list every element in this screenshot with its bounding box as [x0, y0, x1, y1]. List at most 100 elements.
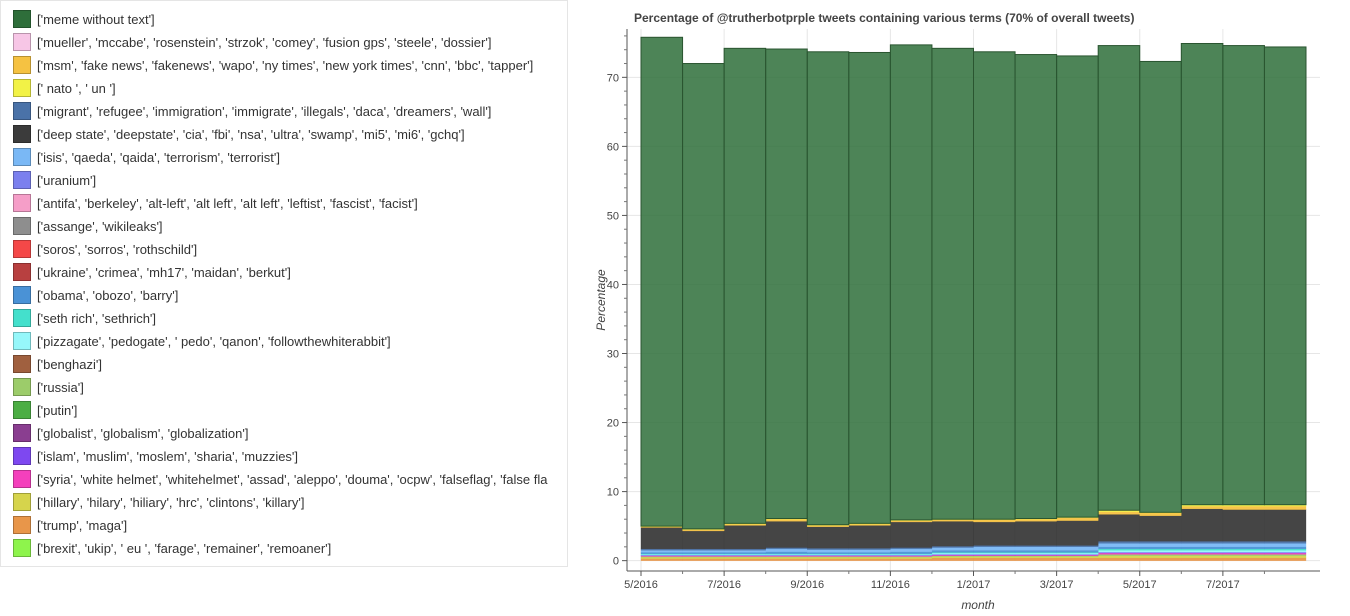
legend-label: ['ukraine', 'crimea', 'mh17', 'maidan', …	[37, 264, 291, 280]
bar-segment	[1139, 541, 1182, 544]
legend-swatch	[13, 102, 31, 120]
bar-segment	[1222, 541, 1265, 544]
legend-item: ['isis', 'qaeda', 'qaida', 'terrorism', …	[13, 147, 280, 167]
chart: Percentage of @trutherbotprple tweets co…	[594, 11, 1320, 612]
bar-segment	[931, 556, 974, 559]
bar-segment	[1097, 45, 1141, 511]
bar-segment	[1222, 555, 1265, 559]
y-tick-label: 50	[607, 210, 619, 222]
bar-segment	[1014, 552, 1057, 555]
legend-label: ['obama', 'obozo', 'barry']	[37, 287, 179, 303]
bar-segment	[848, 51, 891, 524]
bar-segment	[1222, 45, 1265, 506]
legend-swatch	[13, 263, 31, 281]
legend-label: ['meme without text']	[37, 11, 155, 27]
legend-swatch	[13, 10, 31, 28]
bar-segment	[723, 525, 766, 550]
bar-segment	[973, 557, 1016, 561]
bar-segment	[640, 552, 683, 554]
bar-segment	[890, 557, 933, 559]
bar-segment	[765, 547, 808, 550]
bar-segment	[848, 549, 891, 553]
bar-segment	[973, 556, 1016, 559]
bar-segment	[973, 545, 1016, 547]
bar-segment	[1014, 550, 1057, 553]
legend: ['meme without text'] ['mueller', 'mccabe…	[0, 0, 568, 567]
legend-item: ['seth rich', 'sethrich']	[13, 308, 156, 328]
chart-title: Percentage of @trutherbotprple tweets co…	[634, 11, 1134, 25]
bar-segment	[1181, 548, 1224, 551]
legend-label: ['assange', 'wikileaks']	[37, 218, 163, 234]
bar-segment	[682, 558, 725, 561]
legend-item: ['benghazi']	[13, 354, 102, 374]
bar-segment	[1098, 546, 1140, 550]
bar-segment	[848, 558, 891, 561]
legend-label: ['benghazi']	[37, 356, 102, 372]
y-tick-label: 30	[607, 349, 619, 361]
bar-segment	[1014, 545, 1057, 547]
bar-segment	[890, 551, 933, 554]
bar-segment	[765, 521, 808, 548]
bar-segment	[682, 552, 725, 554]
bar-segment	[1264, 509, 1307, 542]
bar-segment	[973, 550, 1016, 553]
bar-segment	[973, 51, 1016, 520]
bar-segment	[723, 47, 767, 524]
bar-segment	[640, 527, 683, 550]
legend-swatch	[13, 286, 31, 304]
bar-segment	[1222, 557, 1265, 561]
legend-label: ['trump', 'maga']	[37, 517, 128, 533]
legend-item: ['assange', 'wikileaks']	[13, 216, 163, 236]
legend-item: ['obama', 'obozo', 'barry']	[13, 285, 178, 305]
legend-label: ['russia']	[37, 379, 84, 395]
x-tick-label: 3/2017	[1040, 579, 1074, 591]
bar-segment	[1056, 552, 1099, 555]
legend-swatch	[13, 447, 31, 465]
legend-swatch	[13, 309, 31, 327]
legend-label: ['antifa', 'berkeley', 'alt-left', 'alt …	[37, 195, 418, 211]
bar-segment	[890, 558, 933, 561]
legend-label: ['soros', 'sorros', 'rothschild']	[37, 241, 198, 257]
legend-label: ['syria', 'white helmet', 'whitehelmet',…	[37, 471, 548, 487]
bar-segment	[723, 550, 766, 553]
bar-segment	[1139, 555, 1182, 559]
bar-segment	[1139, 552, 1182, 555]
bar-segment	[1098, 555, 1140, 559]
bar-segment	[1264, 543, 1307, 547]
bar-segment	[1014, 556, 1057, 559]
bar-segment	[1222, 546, 1265, 550]
legend-label: ['islam', 'muslim', 'moslem', 'sharia', …	[37, 448, 299, 464]
x-tick-label: 5/2017	[1123, 579, 1157, 591]
bar-segment	[1056, 520, 1099, 546]
legend-swatch	[13, 217, 31, 235]
bar-segment	[807, 525, 849, 527]
bar-segment	[1264, 555, 1307, 559]
legend-item: ['uranium']	[13, 170, 96, 190]
bar-segment	[1181, 557, 1224, 561]
bar-segment	[1139, 550, 1182, 553]
legend-item: ['mueller', 'mccabe', 'rosenstein', 'str…	[13, 32, 491, 52]
bar-segment	[1139, 515, 1182, 542]
bar-segment	[1263, 46, 1307, 506]
legend-swatch	[13, 148, 31, 166]
legend-item: ['pizzagate', 'pedogate', ' pedo', 'qano…	[13, 331, 391, 351]
x-tick-label: 7/2017	[1206, 579, 1240, 591]
bar-segment	[1181, 543, 1224, 547]
bar-segment	[682, 529, 725, 532]
bar-segment	[890, 521, 933, 548]
legend-item: ['putin']	[13, 400, 77, 420]
axes: 0 10 20 30 40 50 60 70 5/2016 7/2016 9/2016 11/2016…	[607, 29, 1320, 591]
legend-item: ['brexit', 'ukip', ' eu ', 'farage', 're…	[13, 538, 331, 558]
bar-segment	[807, 552, 849, 554]
bar-segment	[1264, 552, 1307, 555]
bar-segment	[1056, 550, 1099, 553]
bar-segment	[1098, 554, 1140, 556]
legend-label: [' nato ', ' un ']	[37, 80, 116, 96]
bar-segment	[723, 557, 766, 559]
bar-segment	[1222, 550, 1265, 553]
bar-segment	[931, 519, 974, 522]
bar-segment	[1222, 505, 1265, 510]
legend-label: ['hillary', 'hilary', 'hiliary', 'hrc', …	[37, 494, 305, 510]
legend-label: ['putin']	[37, 402, 78, 418]
bar-segment	[807, 548, 849, 550]
